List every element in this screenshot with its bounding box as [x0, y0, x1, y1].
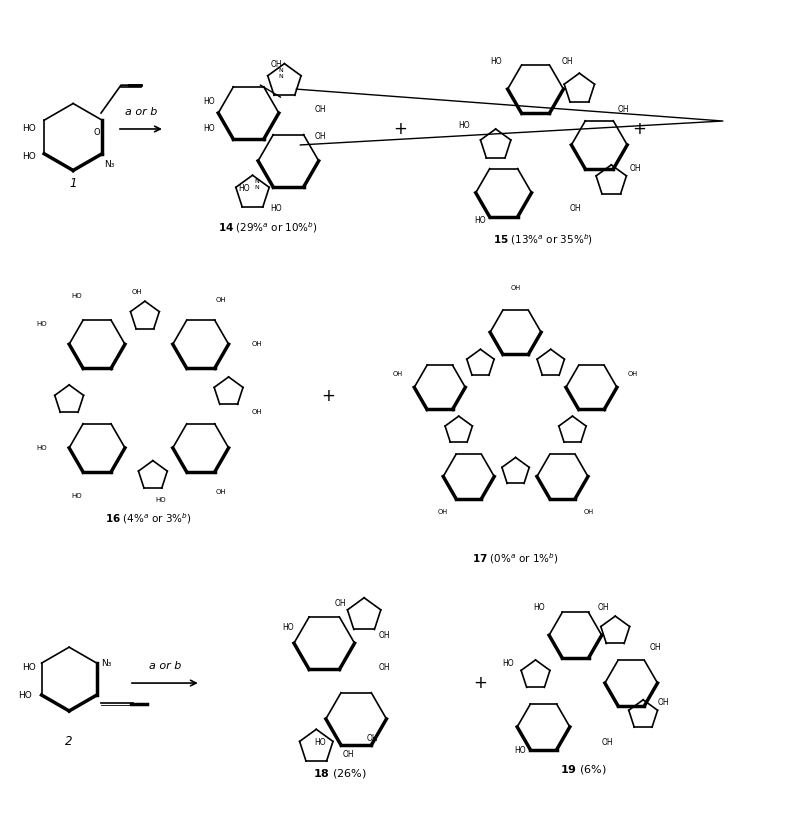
Text: OH: OH: [630, 164, 641, 173]
Text: OH: OH: [270, 60, 282, 69]
Text: OH: OH: [215, 489, 226, 494]
Text: OH: OH: [251, 341, 262, 347]
Text: HO: HO: [514, 747, 526, 756]
Text: HO: HO: [22, 152, 36, 162]
Text: +: +: [632, 120, 646, 138]
Text: OH: OH: [628, 371, 638, 377]
Text: a or b: a or b: [149, 661, 181, 671]
Text: OH: OH: [334, 599, 346, 608]
Text: HO: HO: [314, 738, 326, 747]
Text: 1: 1: [70, 177, 77, 190]
Text: HO: HO: [282, 623, 294, 632]
Text: OH: OH: [618, 105, 629, 114]
Text: N₃: N₃: [104, 161, 114, 170]
Text: OH: OH: [314, 133, 326, 142]
Text: HO: HO: [203, 96, 214, 105]
Text: OH: OH: [510, 285, 521, 292]
Text: $\mathbf{16}$ (4%$^a$ or 3%$^b$): $\mathbf{16}$ (4%$^a$ or 3%$^b$): [106, 512, 192, 527]
Text: OH: OH: [314, 105, 326, 114]
Text: $\mathbf{18}$ (26%): $\mathbf{18}$ (26%): [314, 767, 367, 780]
Text: $\mathbf{15}$ (13%$^a$ or 35%$^b$): $\mathbf{15}$ (13%$^a$ or 35%$^b$): [494, 232, 594, 247]
Text: HO: HO: [72, 293, 82, 299]
Text: OH: OH: [378, 630, 390, 639]
Text: N
N: N N: [254, 180, 259, 190]
Text: HO: HO: [155, 497, 166, 503]
Text: O: O: [94, 129, 100, 138]
Text: OH: OH: [251, 409, 262, 415]
Text: HO: HO: [203, 124, 214, 133]
Text: HO: HO: [474, 216, 486, 225]
Text: OH: OH: [215, 297, 226, 303]
Text: +: +: [473, 674, 486, 692]
Text: OH: OH: [438, 509, 448, 515]
Text: OH: OH: [658, 699, 669, 708]
Text: HO: HO: [238, 185, 250, 194]
Text: HO: HO: [490, 57, 502, 66]
Text: 2: 2: [66, 735, 73, 748]
Text: N₃: N₃: [101, 658, 111, 667]
Text: HO: HO: [270, 204, 282, 213]
Text: OH: OH: [583, 509, 594, 515]
Text: N
N: N N: [278, 68, 282, 78]
Text: OH: OH: [366, 734, 378, 743]
Text: $\mathbf{17}$ (0%$^a$ or 1%$^b$): $\mathbf{17}$ (0%$^a$ or 1%$^b$): [472, 551, 559, 566]
Text: OH: OH: [650, 643, 661, 652]
Text: OH: OH: [602, 738, 613, 747]
Text: OH: OH: [598, 603, 609, 611]
Text: OH: OH: [570, 204, 582, 213]
Text: OH: OH: [393, 371, 403, 377]
Text: $\mathbf{19}$ (6%): $\mathbf{19}$ (6%): [560, 763, 606, 775]
Text: HO: HO: [502, 658, 514, 667]
Text: HO: HO: [22, 662, 36, 672]
Text: OH: OH: [378, 662, 390, 672]
Text: OH: OH: [342, 751, 354, 759]
Text: HO: HO: [72, 493, 82, 499]
Text: HO: HO: [458, 120, 470, 129]
Text: +: +: [322, 387, 335, 405]
Text: HO: HO: [36, 445, 46, 451]
Text: a or b: a or b: [125, 107, 157, 117]
Text: HO: HO: [534, 603, 546, 611]
Text: $\mathbf{14}$ (29%$^a$ or 10%$^b$): $\mathbf{14}$ (29%$^a$ or 10%$^b$): [218, 221, 318, 236]
Text: HO: HO: [36, 321, 46, 327]
Text: HO: HO: [18, 691, 32, 700]
Text: +: +: [393, 120, 407, 138]
Text: HO: HO: [22, 124, 36, 133]
Text: OH: OH: [132, 289, 142, 296]
Text: OH: OH: [562, 57, 574, 66]
